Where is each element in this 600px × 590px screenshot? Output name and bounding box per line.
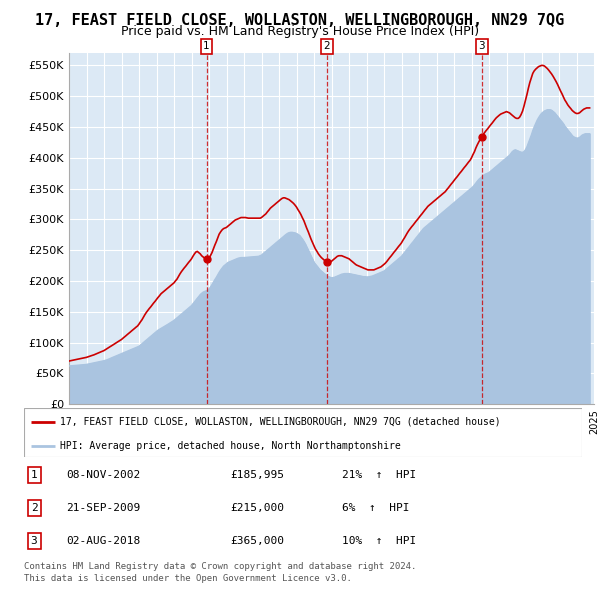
Text: £365,000: £365,000 <box>230 536 284 546</box>
Text: 2: 2 <box>31 503 37 513</box>
Text: 17, FEAST FIELD CLOSE, WOLLASTON, WELLINGBOROUGH, NN29 7QG (detached house): 17, FEAST FIELD CLOSE, WOLLASTON, WELLIN… <box>60 417 501 427</box>
Text: 1: 1 <box>203 41 210 51</box>
Text: Contains HM Land Registry data © Crown copyright and database right 2024.: Contains HM Land Registry data © Crown c… <box>24 562 416 571</box>
Text: 3: 3 <box>478 41 485 51</box>
Text: 6%  ↑  HPI: 6% ↑ HPI <box>342 503 410 513</box>
Text: Price paid vs. HM Land Registry's House Price Index (HPI): Price paid vs. HM Land Registry's House … <box>121 25 479 38</box>
Text: 2: 2 <box>323 41 330 51</box>
Text: 21%  ↑  HPI: 21% ↑ HPI <box>342 470 416 480</box>
Text: 1: 1 <box>31 470 37 480</box>
Text: £215,000: £215,000 <box>230 503 284 513</box>
Text: £185,995: £185,995 <box>230 470 284 480</box>
Text: 02-AUG-2018: 02-AUG-2018 <box>66 536 140 546</box>
Text: 17, FEAST FIELD CLOSE, WOLLASTON, WELLINGBOROUGH, NN29 7QG: 17, FEAST FIELD CLOSE, WOLLASTON, WELLIN… <box>35 13 565 28</box>
Text: 21-SEP-2009: 21-SEP-2009 <box>66 503 140 513</box>
Text: 10%  ↑  HPI: 10% ↑ HPI <box>342 536 416 546</box>
FancyBboxPatch shape <box>24 408 582 457</box>
Text: HPI: Average price, detached house, North Northamptonshire: HPI: Average price, detached house, Nort… <box>60 441 401 451</box>
Text: This data is licensed under the Open Government Licence v3.0.: This data is licensed under the Open Gov… <box>24 573 352 582</box>
Text: 3: 3 <box>31 536 37 546</box>
Text: 08-NOV-2002: 08-NOV-2002 <box>66 470 140 480</box>
